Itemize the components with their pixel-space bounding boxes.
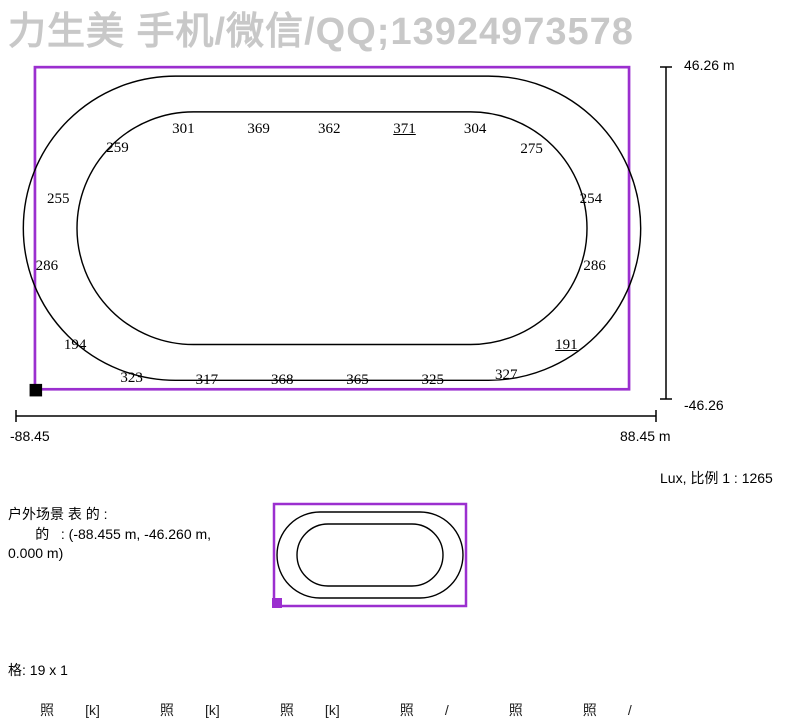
column-header-fragment: 照 [509,700,523,720]
x-axis-ticks [14,410,658,428]
lux-value: 369 [247,121,270,138]
lux-value: 325 [422,372,445,389]
lux-value: 259 [106,140,129,157]
y-axis-bot-label: -46.26 [684,397,724,413]
info-line-1: 户外场景 表 的 : [8,505,211,525]
column-header-fragment: 照 [k] [160,700,220,720]
scale-label: Lux, 比例 1 : 1265 [660,468,773,488]
y-axis-top-label: 46.26 m [684,57,735,73]
bottom-column-headers: 照 [k] 照 [k] 照 [k] 照 / 照 照 / [40,700,780,720]
column-header-fragment: 照 [k] [280,700,340,720]
lux-value: 365 [346,372,369,389]
column-header-fragment: 照 [k] [40,700,100,720]
lux-value: 327 [495,367,518,384]
lux-value: 368 [271,372,294,389]
x-axis-left-label: -88.45 [10,428,50,444]
lux-value: 286 [583,258,606,275]
lux-value: 194 [64,337,87,354]
lux-value: 301 [172,121,195,138]
column-header-fragment: 照 / [400,700,449,720]
lux-value: 304 [464,121,487,138]
thumbnail-diagram [270,500,470,610]
y-axis-ticks [660,63,680,403]
lux-value: 323 [120,370,143,387]
lux-value: 362 [318,121,341,138]
grid-spec: 格: 19 x 1 [8,660,68,680]
lux-value: 371 [393,121,416,138]
lux-value: 254 [580,191,603,208]
lux-value: 255 [47,191,70,208]
info-line-3: 0.000 m) [8,544,211,564]
lux-values-layer: 259 301 369 362 371 304 275 255 254 286 286 194 323 3… [12,60,652,400]
watermark-text: 力生美 手机/微信/QQ;13924973578 [8,0,634,55]
lux-value: 191 [555,337,578,354]
lux-value: 275 [520,141,543,158]
x-axis-right-label: 88.45 m [620,428,671,444]
lux-value: 286 [36,258,59,275]
lux-value: 317 [196,372,219,389]
info-line-2: 的 : (-88.455 m, -46.260 m, [8,525,211,545]
scene-info-block: 户外场景 表 的 : 的 : (-88.455 m, -46.260 m, 0.… [8,505,211,564]
column-header-fragment: 照 / [583,700,632,720]
